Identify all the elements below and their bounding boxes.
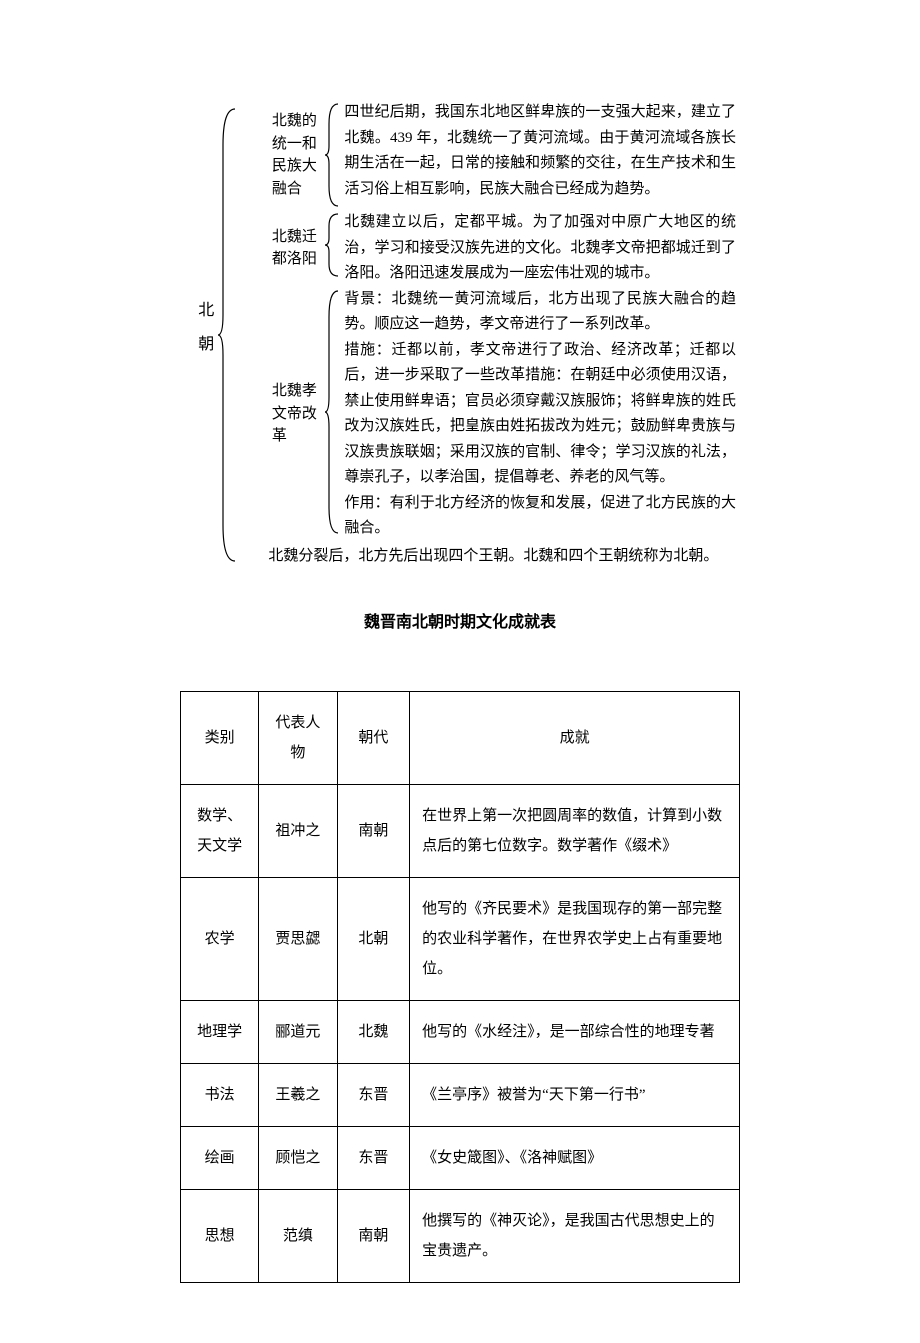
table-cell: 《女史箴图》、《洛神赋图》 xyxy=(410,1127,740,1190)
branch-2-label: 北魏迁都洛阳 xyxy=(264,210,324,287)
table-cell: 《兰亭序》被誉为“天下第一行书” xyxy=(410,1064,740,1127)
col-category: 类别 xyxy=(181,692,259,785)
table-row: 数学、天文学祖冲之南朝在世界上第一次把圆周率的数值，计算到小数点后的第七位数字。… xyxy=(181,785,740,878)
branch-2-brace xyxy=(324,210,340,280)
branch-3-brace xyxy=(324,287,340,537)
table-cell: 北朝 xyxy=(337,878,410,1001)
branches: 北魏的统一和民族大融合 四世纪后期，我国东北地区鲜卑族的一支强大起来，建立了北魏… xyxy=(264,100,740,569)
table-header-row: 类别 代表人物 朝代 成就 xyxy=(181,692,740,785)
table-cell: 他写的《水经注》，是一部综合性的地理专著 xyxy=(410,1001,740,1064)
branch-1-text: 四世纪后期，我国东北地区鲜卑族的一支强大起来，建立了北魏。439 年，北魏统一了… xyxy=(340,100,740,210)
table-cell: 数学、天文学 xyxy=(181,785,259,878)
table-row: 农学贾思勰北朝他写的《齐民要术》是我国现存的第一部完整的农业科学著作，在世界农学… xyxy=(181,878,740,1001)
branch-1-label: 北魏的统一和民族大融合 xyxy=(264,100,324,210)
table-cell: 南朝 xyxy=(337,1190,410,1283)
table-cell: 书法 xyxy=(181,1064,259,1127)
table-cell: 北魏 xyxy=(337,1001,410,1064)
table-cell: 南朝 xyxy=(337,785,410,878)
table-cell: 郦道元 xyxy=(259,1001,337,1064)
table-cell: 贾思勰 xyxy=(259,878,337,1001)
table-cell: 祖冲之 xyxy=(259,785,337,878)
table-title: 魏晋南北朝时期文化成就表 xyxy=(180,609,740,636)
col-person: 代表人物 xyxy=(259,692,337,785)
branch-2-text: 北魏建立以后，定都平城。为了加强对中原广大地区的统治，学习和接受汉族先进的文化。… xyxy=(340,210,740,287)
table-cell: 东晋 xyxy=(337,1127,410,1190)
branch-1-brace xyxy=(324,100,340,210)
table-cell: 绘画 xyxy=(181,1127,259,1190)
table-cell: 范缜 xyxy=(259,1190,337,1283)
table-cell: 农学 xyxy=(181,878,259,1001)
table-cell: 东晋 xyxy=(337,1064,410,1127)
branch-2: 北魏迁都洛阳 北魏建立以后，定都平城。为了加强对中原广大地区的统治，学习和接受汉… xyxy=(264,210,740,287)
branch-3: 北魏孝文帝改革 背景：北魏统一黄河流域后，北方出现了民族大融合的趋势。顺应这一趋… xyxy=(264,287,740,542)
table-cell: 他撰写的《神灭论》，是我国古代思想史上的宝贵遗产。 xyxy=(410,1190,740,1283)
table-row: 地理学郦道元北魏他写的《水经注》，是一部综合性的地理专著 xyxy=(181,1001,740,1064)
table-body: 数学、天文学祖冲之南朝在世界上第一次把圆周率的数值，计算到小数点后的第七位数字。… xyxy=(181,785,740,1283)
branch-3-label: 北魏孝文帝改革 xyxy=(264,287,324,542)
branch-1: 北魏的统一和民族大融合 四世纪后期，我国东北地区鲜卑族的一支强大起来，建立了北魏… xyxy=(264,100,740,210)
table-row: 绘画顾恺之东晋《女史箴图》、《洛神赋图》 xyxy=(181,1127,740,1190)
branch-3-text: 背景：北魏统一黄河流域后，北方出现了民族大融合的趋势。顺应这一趋势，孝文帝进行了… xyxy=(340,287,740,542)
final-line: 北魏分裂后，北方先后出现四个王朝。北魏和四个王朝统称为北朝。 xyxy=(264,544,740,570)
table-cell: 他写的《齐民要术》是我国现存的第一部完整的农业科学著作，在世界农学史上占有重要地… xyxy=(410,878,740,1001)
root-level: 北朝 xyxy=(180,100,264,569)
table-cell: 王羲之 xyxy=(259,1064,337,1127)
hierarchy-diagram: 北朝 北魏的统一和民族大融合 四世纪后期，我国东北地区鲜卑族的一支强大起来，建立… xyxy=(180,100,740,569)
col-dynasty: 朝代 xyxy=(337,692,410,785)
achievements-table: 类别 代表人物 朝代 成就 数学、天文学祖冲之南朝在世界上第一次把圆周率的数值，… xyxy=(180,691,740,1283)
table-cell: 顾恺之 xyxy=(259,1127,337,1190)
table-cell: 地理学 xyxy=(181,1001,259,1064)
root-brace xyxy=(217,105,237,565)
table-row: 书法王羲之东晋《兰亭序》被誉为“天下第一行书” xyxy=(181,1064,740,1127)
root-label: 北朝 xyxy=(180,301,217,369)
table-row: 思想范缜南朝他撰写的《神灭论》，是我国古代思想史上的宝贵遗产。 xyxy=(181,1190,740,1283)
table-cell: 思想 xyxy=(181,1190,259,1283)
col-achv: 成就 xyxy=(410,692,740,785)
table-cell: 在世界上第一次把圆周率的数值，计算到小数点后的第七位数字。数学著作《缀术》 xyxy=(410,785,740,878)
